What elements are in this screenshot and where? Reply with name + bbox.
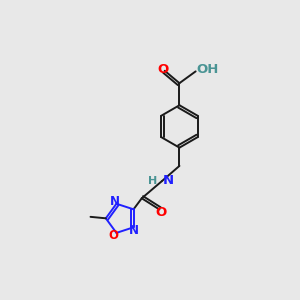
Text: O: O	[156, 206, 167, 219]
Text: O: O	[157, 62, 168, 76]
Text: O: O	[109, 229, 118, 242]
Text: N: N	[162, 174, 173, 187]
Text: N: N	[129, 224, 139, 237]
Text: OH: OH	[196, 63, 219, 76]
Text: N: N	[110, 195, 120, 208]
Text: H: H	[148, 176, 157, 186]
